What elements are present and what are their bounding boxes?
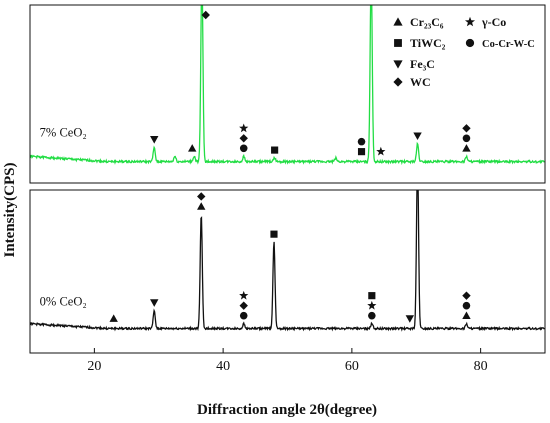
- marker-triangle-down-icon: [150, 299, 159, 307]
- marker-triangle-down-icon: [393, 60, 403, 69]
- x-tick-label: 20: [87, 359, 101, 374]
- series-line: [30, 190, 545, 332]
- marker-triangle-down-icon: [413, 132, 422, 141]
- marker-square-icon: [271, 146, 279, 154]
- series-label: 0% CeO₂: [40, 295, 87, 309]
- legend: Cr₂₃C₆ TiWC₂ Fe₃C WC γ-Co Co-Cr-W-C: [393, 15, 535, 89]
- marker-circle-icon: [368, 311, 376, 320]
- marker-diamond-icon: [197, 192, 206, 201]
- marker-circle-icon: [239, 311, 248, 320]
- marker-triangle-up-icon: [393, 17, 403, 26]
- marker-triangle-up-icon: [462, 311, 471, 320]
- legend-label: γ-Co: [481, 15, 506, 29]
- marker-circle-icon: [462, 134, 471, 143]
- legend-label: Fe₃C: [410, 57, 435, 71]
- legend-label: Co-Cr-W-C: [482, 39, 535, 50]
- x-tick-label: 80: [474, 359, 488, 374]
- x-axis: 20 40 60 80: [87, 348, 488, 374]
- marker-circle-icon: [462, 301, 471, 310]
- panel-frame: [29, 4, 546, 184]
- series-line: [30, 5, 545, 166]
- marker-star-icon: [239, 290, 249, 300]
- marker-star-icon: [376, 146, 386, 156]
- marker-square-icon: [394, 39, 402, 47]
- marker-triangle-up-icon: [462, 144, 471, 152]
- marker-star-icon: [239, 123, 249, 133]
- panel-frame: [29, 189, 546, 354]
- marker-diamond-icon: [239, 134, 248, 143]
- legend-label: Cr₂₃C₆: [410, 15, 444, 29]
- y-axis-label: Intensity(CPS): [2, 162, 18, 257]
- marker-triangle-up-icon: [197, 202, 206, 210]
- marker-square-icon: [270, 230, 278, 238]
- marker-star-icon: [464, 16, 476, 27]
- marker-diamond-icon: [462, 124, 471, 133]
- marker-circle-icon: [357, 137, 366, 146]
- legend-label: WC: [410, 75, 431, 89]
- marker-triangle-up-icon: [188, 144, 197, 152]
- marker-triangle-up-icon: [109, 314, 118, 322]
- top-panel: 7% CeO₂: [29, 4, 546, 184]
- bottom-panel: 0% CeO₂: [29, 189, 546, 354]
- series-label: 7% CeO₂: [40, 126, 87, 140]
- marker-circle-icon: [465, 38, 475, 48]
- x-tick-label: 40: [216, 359, 230, 374]
- marker-diamond-icon: [239, 301, 248, 310]
- marker-square-icon: [368, 292, 376, 300]
- x-tick-label: 60: [345, 359, 359, 374]
- marker-diamond-icon: [393, 77, 403, 87]
- marker-square-icon: [357, 148, 366, 156]
- legend-label: TiWC₂: [410, 36, 446, 50]
- x-axis-label: Diffraction angle 2θ(degree): [197, 402, 377, 418]
- marker-triangle-down-icon: [405, 315, 415, 323]
- marker-circle-icon: [239, 144, 248, 153]
- marker-triangle-down-icon: [150, 136, 159, 144]
- marker-diamond-icon: [462, 291, 471, 300]
- marker-diamond-icon: [201, 10, 210, 20]
- marker-star-icon: [367, 300, 377, 310]
